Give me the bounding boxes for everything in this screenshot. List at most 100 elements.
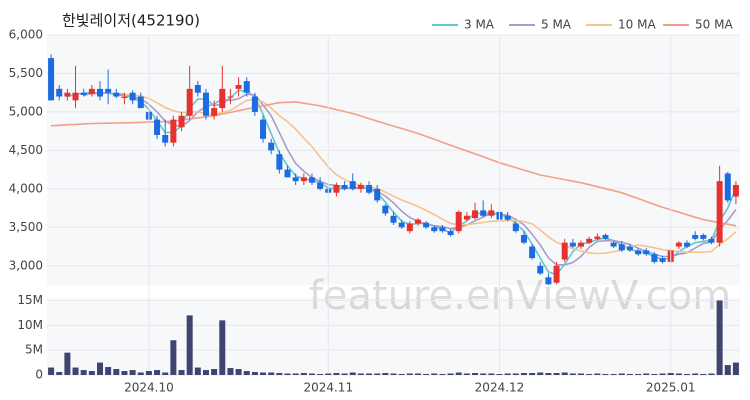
candle-body <box>414 219 421 224</box>
legend-label: 3 MA <box>464 18 495 32</box>
watermark: feature.enViewV.com <box>309 273 731 319</box>
candle-body <box>341 185 348 189</box>
volume-bar <box>268 372 275 375</box>
candle-body <box>529 246 536 259</box>
volume-bar <box>504 373 511 375</box>
volume-bar <box>80 370 87 375</box>
volume-bar <box>569 373 576 375</box>
y-tick-label: 10M <box>17 318 43 332</box>
candle-body <box>716 181 723 243</box>
candle-body <box>732 185 739 197</box>
volume-bar <box>56 372 63 375</box>
volume-bar <box>602 374 609 375</box>
volume-bar <box>626 374 633 375</box>
ma-line <box>124 94 737 255</box>
candle-body <box>154 119 161 135</box>
candle-body <box>520 235 527 243</box>
candle-body <box>635 250 642 255</box>
volume-bar <box>48 367 55 375</box>
candle-body <box>463 215 470 220</box>
candle-body <box>594 236 601 239</box>
volume-bar <box>333 373 340 375</box>
volume-bar <box>561 372 568 375</box>
candle-body <box>692 235 699 239</box>
candle-body <box>227 96 234 98</box>
candle-body <box>626 246 633 251</box>
candle-body <box>211 108 218 116</box>
candle-body <box>260 119 267 139</box>
volume-bar <box>235 369 242 375</box>
ma-line <box>83 92 737 266</box>
volume-bar <box>537 372 544 375</box>
candle-body <box>374 188 381 201</box>
volume-bar <box>439 374 446 375</box>
volume-bar <box>684 374 691 375</box>
candle-body <box>431 227 438 232</box>
volume-bar <box>553 373 560 375</box>
volume-bar <box>423 374 430 375</box>
candle-body <box>708 238 715 243</box>
candle-body <box>447 231 454 235</box>
volume-bar <box>390 373 397 375</box>
volume-bar <box>635 374 642 375</box>
candle-body <box>251 96 258 112</box>
candle-body <box>472 210 479 219</box>
volume-bar <box>284 373 291 375</box>
candle-body <box>243 81 250 93</box>
candle-body <box>64 92 71 97</box>
y-tick-label: 5,000 <box>9 104 43 118</box>
volume-bar <box>463 373 470 375</box>
volume-bar <box>724 365 731 375</box>
candle-body <box>162 135 169 143</box>
y-tick-label: 3,500 <box>9 220 43 234</box>
candle-body <box>569 242 576 247</box>
volume-bar <box>88 371 95 375</box>
volume-bar <box>398 374 405 375</box>
x-tick-label: 2024.10 <box>124 381 174 395</box>
candle-body <box>398 222 405 228</box>
candle-body <box>121 96 128 99</box>
volume-bar <box>447 373 454 375</box>
legend-label: 5 MA <box>541 18 572 32</box>
volume-bar <box>659 373 666 375</box>
volume-bar <box>488 373 495 375</box>
volume-panel <box>47 298 740 375</box>
volume-bar <box>292 373 299 375</box>
candle-body <box>724 173 731 201</box>
volume-bar <box>64 352 71 375</box>
volume-bar <box>341 373 348 375</box>
candle-body <box>390 215 397 223</box>
volume-bar <box>178 370 185 375</box>
candle-body <box>137 96 144 109</box>
volume-bar <box>366 373 373 375</box>
volume-bar <box>472 373 479 375</box>
candle-body <box>382 205 389 214</box>
volume-bar <box>529 373 536 375</box>
volume-bar <box>545 373 552 375</box>
volume-bar <box>700 374 707 375</box>
candle-body <box>113 92 120 97</box>
y-tick-label: 6,000 <box>9 28 43 42</box>
candle-body <box>284 169 291 178</box>
volume-bar <box>317 374 324 375</box>
y-tick-label: 4,000 <box>9 181 43 195</box>
volume-bar <box>512 373 519 375</box>
candle-body <box>553 265 560 283</box>
volume-bar <box>137 372 144 375</box>
candle-body <box>88 88 95 95</box>
x-tick-label: 2024.11 <box>303 381 353 395</box>
candle-body <box>268 142 275 151</box>
candle-body <box>219 88 226 109</box>
candle-body <box>357 185 364 189</box>
candle-body <box>366 185 373 193</box>
candle-body <box>423 222 430 228</box>
volume-bar <box>129 370 136 375</box>
candle-body <box>300 177 307 182</box>
volume-bar <box>105 367 112 375</box>
candle-body <box>333 185 340 193</box>
volume-bar <box>520 373 527 375</box>
candle-body <box>48 58 55 101</box>
volume-bar <box>211 369 218 375</box>
candle-body <box>455 211 462 232</box>
candle-body <box>56 88 63 97</box>
